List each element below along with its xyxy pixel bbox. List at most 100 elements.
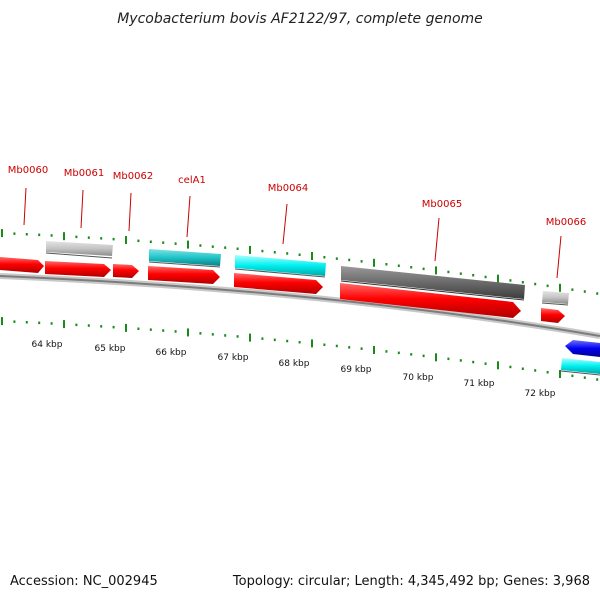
- top-scale-minor-tick: [162, 241, 165, 244]
- top-scale-minor-tick: [596, 292, 599, 295]
- top-scale-minor-tick: [422, 267, 425, 271]
- bottom-scale-minor-tick: [13, 320, 16, 323]
- top-scale-minor-tick: [174, 242, 177, 245]
- top-scale-minor-tick: [87, 236, 90, 239]
- top-scale-minor-tick: [149, 240, 152, 243]
- kbp-label-70: 70 kbp: [403, 373, 434, 383]
- cds-arrow-mb0060[interactable]: [0, 257, 44, 273]
- top-scale-minor-tick: [459, 272, 462, 275]
- gene-block-mb0065-edge: [340, 280, 525, 301]
- bottom-scale-minor-tick: [199, 332, 202, 335]
- bottom-scale-minor-tick: [87, 324, 90, 327]
- bottom-tick-row: [1, 317, 599, 381]
- cds-arrow-cela1[interactable]: [148, 266, 220, 284]
- bottom-scale-minor-tick: [348, 346, 351, 349]
- gene-block-mb0066-edge: [541, 302, 569, 306]
- cds-arrow-mb0064[interactable]: [234, 273, 323, 294]
- bottom-scale-major-tick: [373, 346, 375, 354]
- top-scale-minor-tick: [583, 290, 586, 293]
- kbp-label-67: 67 kbp: [218, 353, 249, 363]
- top-scale-minor-tick: [546, 284, 549, 288]
- top-scale-minor-tick: [323, 256, 326, 259]
- gene-block-mb0061[interactable]: [46, 241, 113, 256]
- bottom-scale-minor-tick: [224, 334, 227, 337]
- gene-label-mb0062: Mb0062: [113, 171, 153, 182]
- gene-label-mb0064: Mb0064: [268, 183, 308, 194]
- top-scale-minor-tick: [509, 279, 512, 282]
- top-scale-minor-tick: [75, 235, 78, 239]
- bottom-scale-minor-tick: [50, 322, 53, 325]
- top-scale-minor-tick: [100, 237, 103, 240]
- map-title: Mycobacterium bovis AF2122/97, complete …: [117, 11, 483, 27]
- top-scale-minor-tick: [211, 245, 214, 248]
- top-scale-minor-tick: [38, 233, 41, 237]
- bottom-scale-minor-tick: [236, 335, 239, 338]
- bottom-scale-minor-tick: [261, 337, 264, 340]
- gene-label-mb0066: Mb0066: [546, 217, 586, 228]
- bottom-scale-minor-tick: [583, 376, 586, 379]
- top-scale-minor-tick: [286, 252, 289, 255]
- gene-label-mb0061: Mb0061: [64, 168, 104, 179]
- top-scale-major-tick: [1, 229, 3, 238]
- bottom-scale-minor-tick: [484, 362, 487, 365]
- bottom-scale-minor-tick: [137, 327, 140, 330]
- gene-block-cela1[interactable]: [149, 249, 221, 266]
- kbp-label-66: 66 kbp: [156, 348, 187, 358]
- bottom-scale-minor-tick: [273, 338, 276, 342]
- top-scale-minor-tick: [261, 249, 264, 253]
- label-line-mb0062: [128, 192, 132, 232]
- bottom-scale-minor-tick: [596, 378, 599, 381]
- cds-arrow-reverse[interactable]: [565, 340, 600, 357]
- bottom-scale-major-tick: [249, 333, 251, 342]
- bottom-scale-minor-tick: [472, 360, 475, 364]
- top-scale-major-tick: [311, 252, 313, 260]
- top-scale-minor-tick: [224, 246, 227, 249]
- kbp-label-69: 69 kbp: [341, 365, 372, 375]
- top-scale-minor-tick: [472, 274, 475, 277]
- bottom-scale-minor-tick: [509, 365, 512, 369]
- top-scale-minor-tick: [385, 263, 388, 266]
- cds-arrow-mb0061[interactable]: [45, 261, 111, 277]
- gene-block-mb0065[interactable]: [341, 266, 525, 299]
- top-scale-minor-tick: [137, 239, 140, 243]
- bottom-scale-major-tick: [497, 361, 499, 370]
- top-scale-major-tick: [559, 283, 561, 292]
- gene-block-mb0064-edge: [234, 268, 326, 278]
- topology-text: Topology: circular; Length: 4,345,492 bp…: [232, 574, 590, 589]
- bottom-scale-minor-tick: [149, 328, 152, 331]
- kbp-label-65: 65 kbp: [95, 344, 126, 354]
- bottom-scale-minor-tick: [100, 325, 103, 328]
- top-scale-minor-tick: [447, 270, 450, 274]
- cds-arrow-mb0062[interactable]: [113, 264, 139, 278]
- top-scale-major-tick: [435, 266, 437, 275]
- bottom-scale-minor-tick: [410, 353, 413, 356]
- gene-block-reverse[interactable]: [561, 358, 600, 374]
- bottom-scale-minor-tick: [360, 347, 363, 350]
- top-tick-row: [1, 229, 599, 295]
- bottom-scale-minor-tick: [25, 321, 28, 324]
- kbp-label-68: 68 kbp: [279, 359, 310, 369]
- cds-arrow-mb0065[interactable]: [340, 283, 521, 318]
- top-scale-minor-tick: [410, 266, 413, 269]
- top-scale-minor-tick: [335, 257, 338, 260]
- top-scale-minor-tick: [112, 237, 115, 241]
- gene-block-mb0066[interactable]: [542, 291, 569, 304]
- top-scale-major-tick: [125, 236, 127, 244]
- gene-block-mb0064[interactable]: [235, 255, 326, 276]
- bottom-scale-minor-tick: [447, 357, 450, 361]
- bottom-scale-minor-tick: [534, 369, 537, 372]
- bottom-scale-minor-tick: [286, 339, 289, 343]
- top-scale-minor-tick: [571, 288, 574, 291]
- label-line-mb0066: [556, 235, 562, 279]
- gene-label-mb0065: Mb0065: [422, 199, 462, 210]
- bottom-scale-major-tick: [311, 339, 313, 348]
- bottom-scale-minor-tick: [112, 325, 115, 329]
- bottom-scale-major-tick: [1, 317, 3, 326]
- gene-label-mb0060: Mb0060: [8, 165, 48, 176]
- cds-arrow-mb0066[interactable]: [541, 308, 565, 323]
- label-line-mb0065: [434, 217, 440, 262]
- bottom-scale-minor-tick: [211, 333, 214, 336]
- bottom-scale-minor-tick: [75, 323, 78, 327]
- gene-block-reverse-edge: [560, 370, 600, 376]
- bottom-scale-minor-tick: [162, 329, 165, 332]
